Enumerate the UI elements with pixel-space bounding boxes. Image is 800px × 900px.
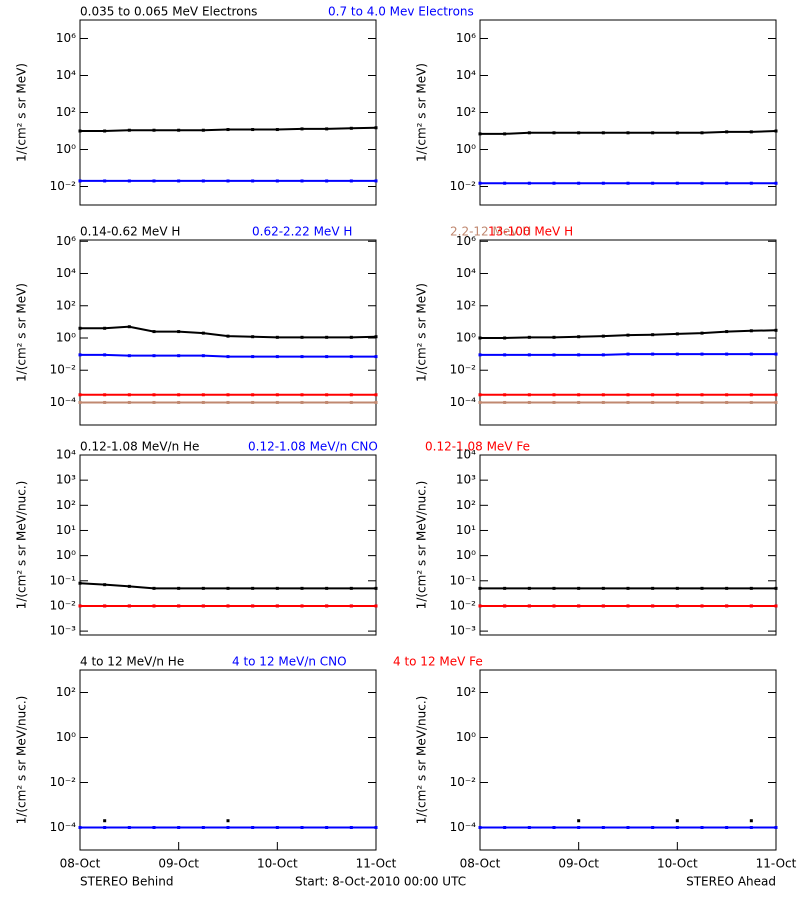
legend-entry: 0.14-0.62 MeV H [80, 225, 180, 239]
y-tick-label: 10⁻⁴ [450, 820, 477, 834]
x-tick-label: 10-Oct [657, 857, 698, 871]
data-trace [480, 329, 777, 339]
y-axis-label: 1/(cm² s sr MeV/nuc.) [15, 481, 29, 610]
y-tick-label: 10⁶ [56, 31, 76, 45]
y-tick-label: 10⁻² [450, 775, 477, 789]
y-tick-label: 10⁻² [450, 179, 477, 193]
plot-frame [79, 239, 377, 426]
y-tick-label: 10⁻¹ [450, 573, 477, 587]
x-tick-label: 08-Oct [60, 857, 101, 871]
y-tick-label: 10⁻² [50, 179, 77, 193]
y-tick-label: 10² [56, 105, 76, 119]
footer-left: STEREO Behind [80, 875, 174, 889]
y-tick-label: 10⁻¹ [50, 573, 77, 587]
y-tick-label: 10⁴ [456, 68, 476, 82]
x-tick-label: 10-Oct [257, 857, 298, 871]
legend-entry: 4 to 12 MeV Fe [393, 655, 483, 669]
x-tick-label: 08-Oct [460, 857, 501, 871]
y-tick-label: 10⁰ [456, 730, 476, 744]
plot-frame [479, 669, 777, 851]
footer-center: Start: 8-Oct-2010 00:00 UTC [295, 875, 466, 889]
data-point [675, 819, 679, 823]
y-tick-label: 10² [456, 298, 476, 312]
y-axis-label: 1/(cm² s sr MeV) [415, 283, 429, 382]
plot-frame [79, 454, 377, 636]
y-tick-label: 10⁻² [50, 775, 77, 789]
y-tick-label: 10¹ [56, 523, 76, 537]
data-trace [480, 353, 776, 356]
y-tick-label: 10⁻² [450, 363, 477, 377]
y-tick-label: 10² [56, 685, 76, 699]
legend-entry: 0.12-1.08 MeV Fe [425, 440, 530, 454]
y-tick-label: 10⁶ [456, 31, 476, 45]
y-tick-label: 10² [56, 498, 76, 512]
plot-frame [479, 19, 777, 206]
x-tick-label: 09-Oct [158, 857, 199, 871]
y-tick-label: 10⁰ [456, 330, 476, 344]
y-axis-label: 1/(cm² s sr MeV) [15, 283, 29, 382]
legend-entry: 2.2-12 MeV H [450, 225, 531, 239]
data-point [749, 819, 753, 823]
legend-entry: 0.7 to 4.0 Mev Electrons [328, 5, 474, 19]
x-tick-label: 09-Oct [558, 857, 599, 871]
plot-frame [479, 239, 777, 426]
data-trace [79, 582, 376, 590]
data-trace [80, 325, 377, 339]
y-axis-label: 1/(cm² s sr MeV/nuc.) [415, 696, 429, 825]
plot-frame [79, 669, 377, 851]
y-tick-label: 10⁰ [56, 142, 76, 156]
y-tick-label: 10⁰ [456, 142, 476, 156]
y-tick-label: 10⁻⁴ [450, 395, 477, 409]
data-point [103, 819, 107, 823]
legend-entry: 4 to 12 MeV/n He [80, 655, 184, 669]
legend-entry: 0.62-2.22 MeV H [252, 225, 352, 239]
x-tick-label: 11-Oct [756, 857, 797, 871]
y-tick-label: 10⁻³ [450, 624, 477, 638]
y-tick-label: 10⁴ [456, 266, 476, 280]
data-trace [80, 353, 376, 358]
y-tick-label: 10⁰ [56, 330, 76, 344]
y-tick-label: 10¹ [456, 523, 476, 537]
y-tick-label: 10² [456, 498, 476, 512]
legend-entry: 0.035 to 0.065 MeV Electrons [80, 5, 257, 19]
plot-frame [79, 19, 377, 206]
y-tick-label: 10⁻² [50, 363, 77, 377]
y-tick-label: 10⁰ [456, 548, 476, 562]
legend-entry: 0.12-1.08 MeV/n He [80, 440, 199, 454]
data-trace [480, 130, 777, 135]
footer-right: STEREO Ahead [686, 875, 776, 889]
data-point [577, 819, 581, 823]
y-tick-label: 10⁻² [50, 598, 77, 612]
y-tick-label: 10⁻² [450, 598, 477, 612]
data-point [226, 819, 230, 823]
y-tick-label: 10⁴ [56, 448, 76, 462]
y-tick-label: 10⁻⁴ [50, 395, 77, 409]
y-tick-label: 10² [456, 105, 476, 119]
y-tick-label: 10⁶ [456, 234, 476, 248]
y-tick-label: 10³ [56, 473, 76, 487]
y-tick-label: 10² [56, 298, 76, 312]
y-axis-label: 1/(cm² s sr MeV) [15, 63, 29, 162]
x-tick-label: 11-Oct [356, 857, 397, 871]
y-tick-label: 10⁰ [56, 730, 76, 744]
y-tick-label: 10⁴ [456, 448, 476, 462]
legend-entry: 0.12-1.08 MeV/n CNO [248, 440, 378, 454]
y-tick-label: 10⁰ [56, 548, 76, 562]
y-tick-label: 10⁻⁴ [50, 820, 77, 834]
y-tick-label: 10³ [456, 473, 476, 487]
data-trace [80, 126, 377, 132]
y-axis-label: 1/(cm² s sr MeV/nuc.) [15, 696, 29, 825]
y-tick-label: 10² [456, 685, 476, 699]
y-tick-label: 10⁻³ [50, 624, 77, 638]
y-axis-label: 1/(cm² s sr MeV) [415, 63, 429, 162]
y-tick-label: 10⁴ [56, 266, 76, 280]
y-axis-label: 1/(cm² s sr MeV/nuc.) [415, 481, 429, 610]
legend-entry: 13-100 MeV H [488, 225, 573, 239]
plot-frame [479, 454, 777, 636]
y-tick-label: 10⁴ [56, 68, 76, 82]
legend-entry: 4 to 12 MeV/n CNO [232, 655, 347, 669]
y-tick-label: 10⁶ [56, 234, 76, 248]
